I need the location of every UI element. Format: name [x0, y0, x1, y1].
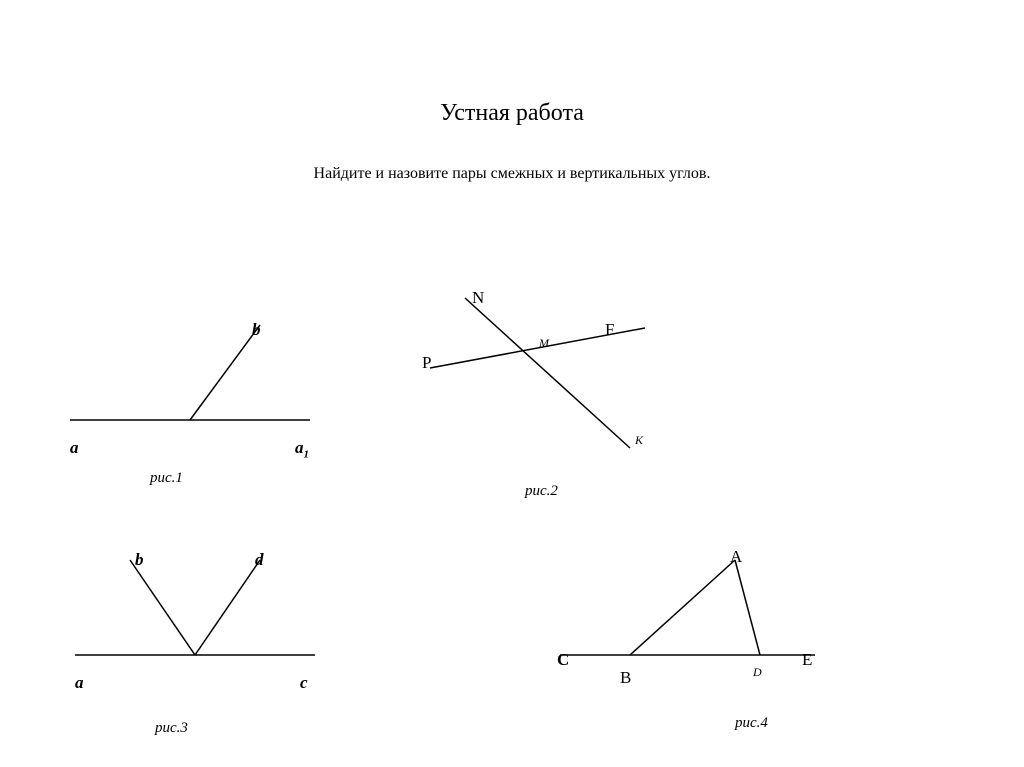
label-k: K	[635, 433, 643, 448]
figure-4-caption: рис.4	[735, 715, 768, 732]
label-c4: C	[557, 650, 569, 670]
figure-2-caption: рис.2	[525, 483, 558, 500]
figure-2-svg	[430, 298, 690, 468]
figure-1-caption: рис.1	[150, 470, 183, 487]
figure-4-svg	[560, 555, 840, 705]
label-b4: B	[620, 668, 631, 688]
label-a1: a1	[295, 438, 309, 460]
label-a: a	[70, 438, 79, 458]
label-m: M	[539, 336, 549, 351]
label-b3: b	[135, 550, 144, 570]
label-c3: c	[300, 673, 308, 693]
label-d4: D	[753, 665, 762, 680]
label-p: P	[422, 353, 431, 373]
page-title: Устная работа	[0, 100, 1024, 127]
label-f: F	[605, 320, 614, 340]
page-subtitle: Найдите и назовите пары смежных и вертик…	[0, 165, 1024, 183]
figure-3-caption: рис.3	[155, 720, 188, 737]
label-a3: a	[75, 673, 84, 693]
figure-3: a b c d рис.3	[75, 555, 335, 735]
figure-4: A B C D E рис.4	[560, 555, 840, 735]
label-e4: E	[802, 650, 812, 670]
label-d3: d	[255, 550, 264, 570]
label-a4: A	[730, 547, 742, 567]
figure-2: N F M P K рис.2	[430, 298, 690, 498]
figure-1-svg	[70, 320, 330, 470]
label-b: b	[252, 320, 261, 340]
label-n: N	[472, 288, 484, 308]
figure-3-svg	[75, 555, 335, 705]
figure-1: a a1 b рис.1	[70, 320, 330, 490]
